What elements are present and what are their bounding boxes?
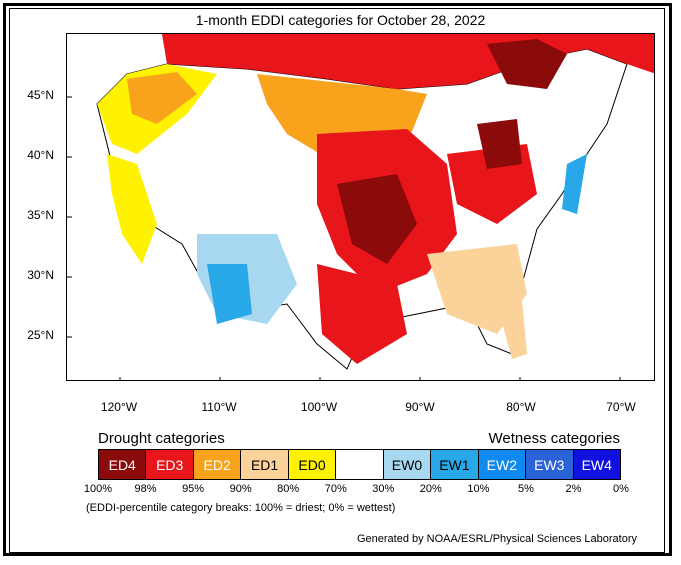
inner-frame bbox=[9, 8, 665, 553]
lon-label-80w: 80°W bbox=[506, 400, 536, 414]
lat-label-35n: 35°N bbox=[27, 208, 54, 222]
az-blue bbox=[207, 264, 252, 324]
percentile-label: 80% bbox=[277, 483, 300, 495]
pnw-orange bbox=[127, 72, 197, 124]
wetness-categories-title: Wetness categories bbox=[488, 430, 620, 447]
percentile-label: 70% bbox=[324, 483, 347, 495]
legend-cell-ew1: EW1 bbox=[431, 450, 479, 479]
legend-cell-ew3: EW3 bbox=[526, 450, 574, 479]
lon-label-90w: 90°W bbox=[405, 400, 435, 414]
lon-label-110w: 110°W bbox=[201, 400, 237, 414]
percentile-label: 0% bbox=[613, 483, 629, 495]
legend-cell-ed0: ED0 bbox=[288, 450, 337, 479]
florida bbox=[497, 299, 527, 359]
category-fills bbox=[96, 34, 654, 370]
axis-ticks bbox=[67, 96, 621, 380]
lat-label-25n: 25°N bbox=[27, 328, 54, 342]
legend-cell-neutral bbox=[336, 450, 384, 479]
category-breaks-note: (EDDI-percentile category breaks: 100% =… bbox=[86, 502, 396, 514]
lat-label-45n: 45°N bbox=[27, 88, 54, 102]
lon-label-100w: 100°W bbox=[300, 400, 338, 414]
texas-red bbox=[317, 264, 407, 364]
great-lakes-dark bbox=[477, 119, 522, 169]
lon-label-120w: 120°W bbox=[100, 400, 138, 414]
percentile-label: 10% bbox=[467, 483, 490, 495]
legend-cell-ed4: ED4 bbox=[99, 450, 147, 479]
midwest-darkest bbox=[337, 174, 417, 264]
credit-line: Generated by NOAA/ESRL/Physical Sciences… bbox=[356, 533, 637, 545]
canada-dark bbox=[487, 39, 567, 89]
percentile-label: 90% bbox=[229, 483, 252, 495]
legend-cell-ed1: ED1 bbox=[241, 450, 289, 479]
percentile-label: 20% bbox=[419, 483, 442, 495]
lat-label-40n: 40°N bbox=[27, 148, 54, 162]
east-coast-blue bbox=[562, 154, 587, 214]
legend-cell-ew0: EW0 bbox=[383, 450, 432, 479]
legend-cell-ed3: ED3 bbox=[146, 450, 194, 479]
percentile-label: 5% bbox=[517, 483, 534, 495]
category-legend: ED4 ED3 ED2 ED1 ED0 EW0 EW1 EW2 EW3 EW4 bbox=[98, 449, 621, 480]
drought-categories-title: Drought categories bbox=[98, 430, 225, 447]
legend-cell-ed2: ED2 bbox=[193, 450, 242, 479]
lat-label-30n: 30°N bbox=[27, 268, 54, 282]
lon-label-70w: 70°W bbox=[606, 400, 636, 414]
eddi-map bbox=[66, 33, 655, 381]
percentile-label: 98% bbox=[134, 483, 157, 495]
percentile-label: 30% bbox=[372, 483, 395, 495]
percentile-label: 100% bbox=[83, 483, 113, 495]
legend-cell-ew2: EW2 bbox=[478, 450, 527, 479]
legend-cell-ew4: EW4 bbox=[573, 450, 620, 479]
percentile-label: 95% bbox=[182, 483, 205, 495]
map-svg bbox=[67, 34, 654, 380]
percentile-label: 2% bbox=[565, 483, 582, 495]
california-yellow bbox=[107, 154, 157, 264]
map-title: 1-month EDDI categories for October 28, … bbox=[195, 12, 486, 28]
